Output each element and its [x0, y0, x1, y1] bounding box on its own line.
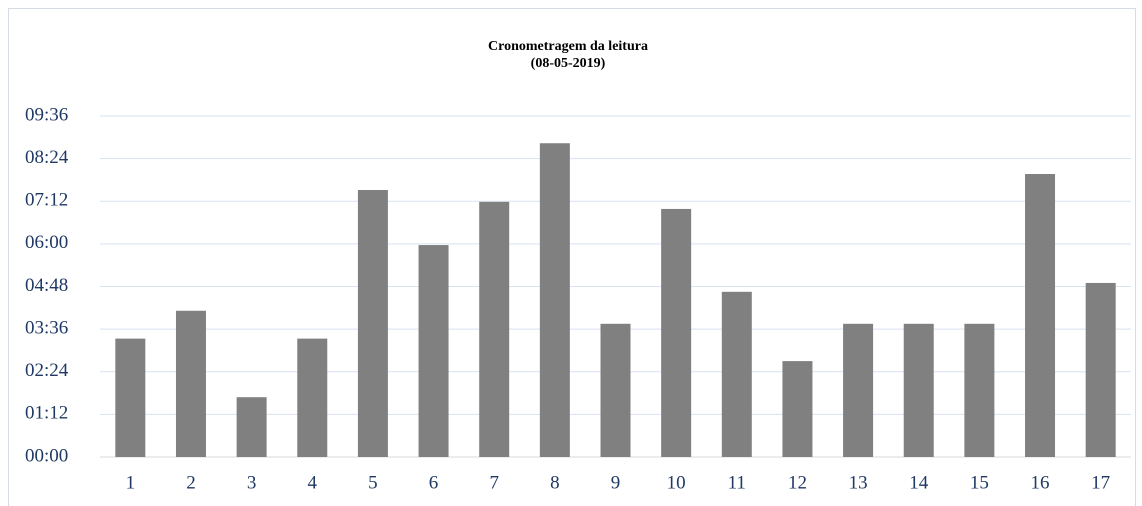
- bar: [964, 323, 995, 457]
- bar: [721, 291, 752, 457]
- bar: [175, 310, 206, 457]
- chart-title: Cronometragem da leitura: [488, 39, 648, 54]
- x-tick-label: 5: [368, 472, 378, 493]
- y-tick-label: 01:12: [25, 403, 68, 424]
- bar: [600, 323, 631, 457]
- bar: [236, 397, 267, 457]
- x-tick-label: 15: [970, 472, 989, 493]
- y-tick-label: 09:36: [25, 104, 68, 125]
- x-tick-label: 10: [667, 472, 686, 493]
- bar: [903, 323, 934, 457]
- x-tick-label: 3: [247, 472, 257, 493]
- x-tick-label: 14: [909, 472, 929, 493]
- chart-frame: [8, 8, 1136, 506]
- bar: [661, 208, 692, 457]
- bar: [1085, 282, 1116, 457]
- y-tick-label: 03:36: [25, 317, 68, 338]
- y-tick-label: 06:00: [25, 232, 68, 253]
- x-tick-label: 16: [1031, 472, 1050, 493]
- x-tick-label: 1: [126, 472, 136, 493]
- x-tick-label: 13: [849, 472, 868, 493]
- y-tick-label: 04:48: [25, 275, 68, 296]
- bar: [843, 323, 874, 457]
- bar: [357, 190, 388, 457]
- x-tick-label: 12: [788, 472, 807, 493]
- x-tick-label: 4: [308, 472, 318, 493]
- chart-subtitle: (08-05-2019): [531, 56, 606, 71]
- x-tick-label: 9: [611, 472, 621, 493]
- bar: [297, 338, 328, 457]
- bar: [782, 361, 813, 457]
- x-tick-label: 8: [550, 472, 560, 493]
- x-tick-label: 6: [429, 472, 439, 493]
- y-tick-label: 07:12: [25, 190, 68, 211]
- bar: [115, 338, 146, 457]
- x-tick-label: 17: [1091, 472, 1110, 493]
- y-tick-label: 02:24: [25, 360, 69, 381]
- x-tick-label: 7: [489, 472, 499, 493]
- y-tick-label: 08:24: [25, 147, 69, 168]
- x-tick-label: 11: [728, 472, 746, 493]
- bar: [479, 201, 510, 457]
- bar: [539, 143, 570, 457]
- bar: [418, 245, 449, 457]
- x-tick-label: 2: [186, 472, 196, 493]
- y-tick-label: 00:00: [25, 445, 68, 466]
- bar: [1025, 174, 1056, 457]
